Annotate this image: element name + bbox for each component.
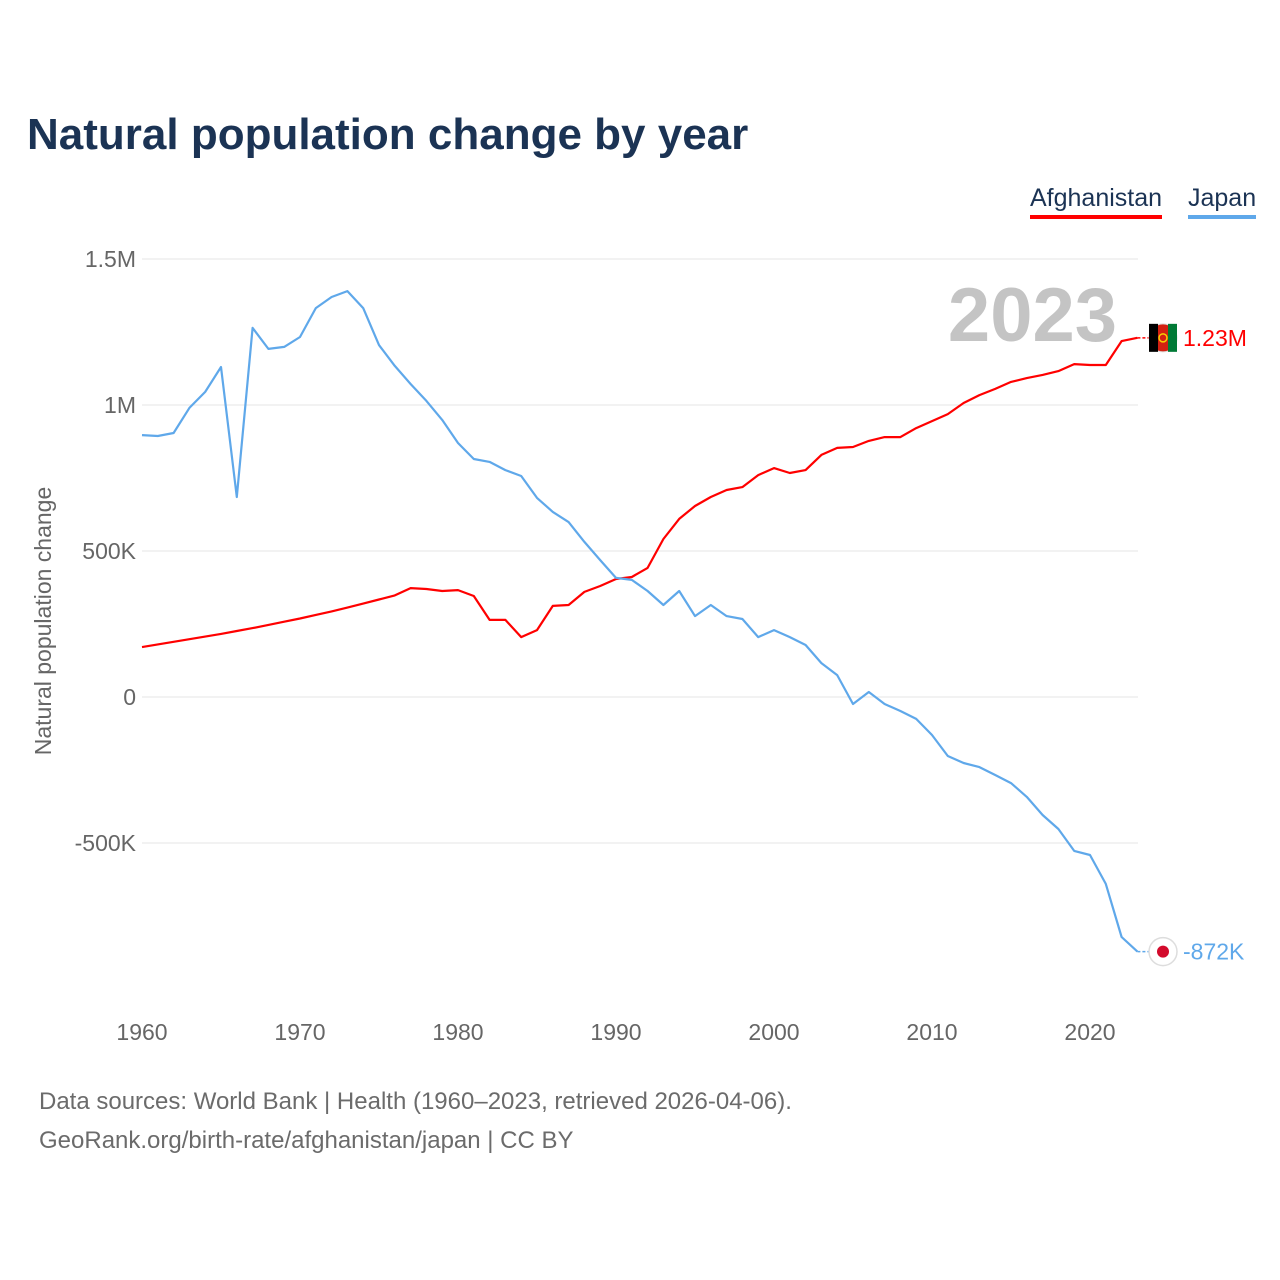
x-tick-label: 1980 — [432, 1019, 483, 1045]
legend-japan[interactable]: Japan — [1188, 184, 1257, 219]
flag-stripe — [1168, 323, 1177, 352]
y-axis-title: Natural population change — [30, 487, 56, 756]
series-line-japan — [141, 290, 1139, 953]
x-tick-label: 1970 — [274, 1019, 325, 1045]
legend-afghanistan[interactable]: Afghanistan — [1030, 184, 1163, 219]
flag-emblem — [1158, 333, 1168, 343]
flag-stripe — [1149, 323, 1158, 352]
y-tick-label: 500K — [82, 538, 136, 564]
y-tick-label: 0 — [123, 684, 136, 710]
y-tick-label: 1M — [104, 392, 136, 418]
x-tick-label: 2010 — [906, 1019, 957, 1045]
x-tick-label: 1960 — [116, 1019, 167, 1045]
chart-title: Natural population change by year — [27, 110, 749, 159]
footer-url[interactable]: GeoRank.org/birth-rate/afghanistan/japan… — [39, 1127, 574, 1154]
year-label: 2023 — [948, 273, 1117, 358]
x-tick-label: 2000 — [748, 1019, 799, 1045]
y-tick-label: 1.5M — [85, 246, 136, 272]
y-tick-label: -500K — [75, 830, 137, 856]
x-tick-label: 2020 — [1064, 1019, 1115, 1045]
series-line-afghanistan — [141, 336, 1138, 649]
end-value-label: 1.23M — [1183, 325, 1247, 351]
end-value-label: -872K — [1183, 939, 1245, 965]
flag-sun — [1157, 945, 1169, 958]
x-tick-label: 1990 — [590, 1019, 641, 1045]
footer-source: Data sources: World Bank | Health (1960–… — [39, 1088, 792, 1115]
